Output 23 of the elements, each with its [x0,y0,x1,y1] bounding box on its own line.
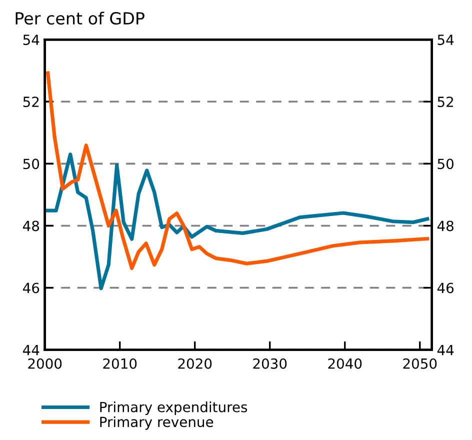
y-tick-label: 50 [23,158,40,170]
x-tick-label: 2020 [178,358,212,369]
y-tick-label: 46 [22,282,40,294]
x-tick-label: 2040 [328,358,362,369]
y-tick-label: 52 [23,96,39,108]
x-tick-label: 2010 [103,358,137,369]
y2-tick-label: 54 [438,34,454,46]
y-tick-label: 48 [22,220,40,232]
y2-tick-label: 50 [438,158,454,170]
y2-tick-label: 48 [437,220,454,232]
legend-label: Primary expenditures [100,402,248,415]
line-series [46,71,430,270]
y-tick-label: 54 [23,34,40,46]
legend-label: Primary revenue [100,416,214,430]
x-tick-label: 2030 [253,358,287,369]
x-tick-label: 2050 [403,358,437,369]
y2-tick-label: 44 [437,344,454,356]
y-tick-label: 44 [22,344,40,356]
chart-title: Per cent of GDP [16,12,144,25]
x-tick-label: 2000 [28,358,62,369]
line-series [46,152,430,290]
y2-tick-label: 46 [437,282,454,294]
y2-tick-label: 52 [438,96,454,108]
